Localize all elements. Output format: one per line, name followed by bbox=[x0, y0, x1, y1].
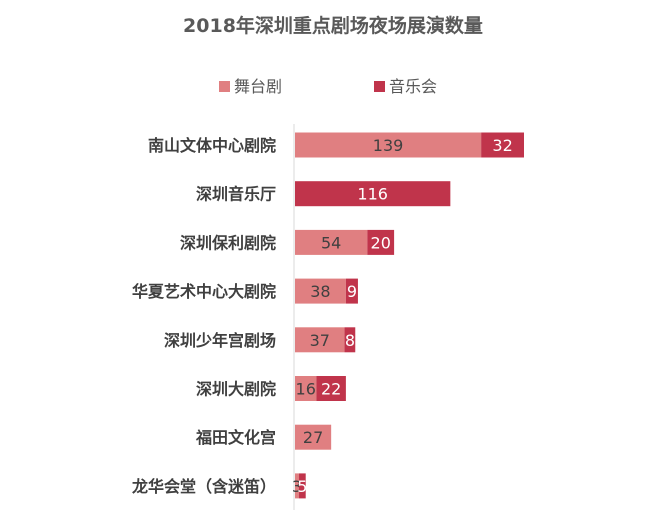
legend: 舞台剧 音乐会 bbox=[219, 77, 437, 96]
data-label-stage-drama-row-5: 37 bbox=[310, 331, 330, 350]
data-label-concert-row-1: 32 bbox=[492, 136, 512, 155]
bar-concert-row-1 bbox=[481, 132, 524, 158]
data-label-concert-row-5: 8 bbox=[345, 331, 355, 350]
data-label-stage-drama-row-3: 54 bbox=[321, 233, 341, 252]
legend-label-concert: 音乐会 bbox=[389, 77, 437, 96]
bar-stage-drama-row-3 bbox=[295, 229, 368, 255]
data-label-stage-drama-row-1: 139 bbox=[373, 136, 404, 155]
legend-swatch-stage-drama bbox=[219, 81, 230, 92]
data-label-concert-row-2: 116 bbox=[357, 185, 388, 204]
category-label-row-1: 南山文体中心剧院 bbox=[148, 136, 276, 155]
chart-title: 2018年深圳重点剧场夜场展演数量 bbox=[183, 14, 483, 37]
category-label-row-3: 深圳保利剧院 bbox=[180, 233, 276, 252]
bar-stage-drama-row-7 bbox=[295, 424, 332, 450]
bar-concert-row-5 bbox=[344, 327, 356, 353]
bars: 139 32 116 54 20 38 9 37 8 16 22 27 35 bbox=[292, 132, 524, 499]
bar-concert-row-6 bbox=[316, 376, 346, 401]
data-label-stage-drama-row-8: 3 bbox=[292, 477, 302, 496]
category-label-row-8: 龙华会堂（含迷笛） bbox=[131, 477, 276, 496]
data-label-stage-drama-row-6: 16 bbox=[296, 380, 316, 399]
category-label-row-6: 深圳大剧院 bbox=[196, 380, 276, 399]
category-label-row-2: 深圳音乐厅 bbox=[196, 185, 276, 204]
category-label-row-4: 华夏艺术中心大剧院 bbox=[132, 282, 276, 301]
category-label-row-7: 福田文化宫 bbox=[195, 428, 276, 447]
data-label-concert-row-8: 5 bbox=[297, 477, 307, 496]
data-label-concert-row-6: 22 bbox=[321, 380, 341, 399]
legend-swatch-concert bbox=[374, 81, 385, 92]
data-label-stage-drama-row-4: 38 bbox=[310, 282, 330, 301]
bar-concert-row-3 bbox=[367, 229, 395, 255]
category-label-row-5: 深圳少年宫剧场 bbox=[164, 331, 276, 350]
bar-concert-row-2 bbox=[295, 181, 451, 207]
bar-stage-drama-row-8 bbox=[295, 473, 300, 499]
bar-stage-drama-row-5 bbox=[295, 327, 345, 353]
bar-stage-drama-row-1 bbox=[295, 132, 482, 158]
data-label-concert-row-4: 9 bbox=[347, 282, 357, 301]
category-labels: 南山文体中心剧院深圳音乐厅深圳保利剧院华夏艺术中心大剧院深圳少年宫剧场深圳大剧院… bbox=[131, 136, 276, 496]
bar-stage-drama-row-6 bbox=[295, 376, 317, 401]
bar-concert-row-8 bbox=[299, 473, 306, 499]
data-label-stage-drama-row-7: 27 bbox=[303, 428, 323, 447]
bar-concert-row-4 bbox=[345, 278, 358, 304]
bar-stage-drama-row-4 bbox=[295, 278, 346, 304]
data-label-concert-row-3: 20 bbox=[371, 233, 391, 252]
legend-label-stage-drama: 舞台剧 bbox=[234, 77, 282, 96]
